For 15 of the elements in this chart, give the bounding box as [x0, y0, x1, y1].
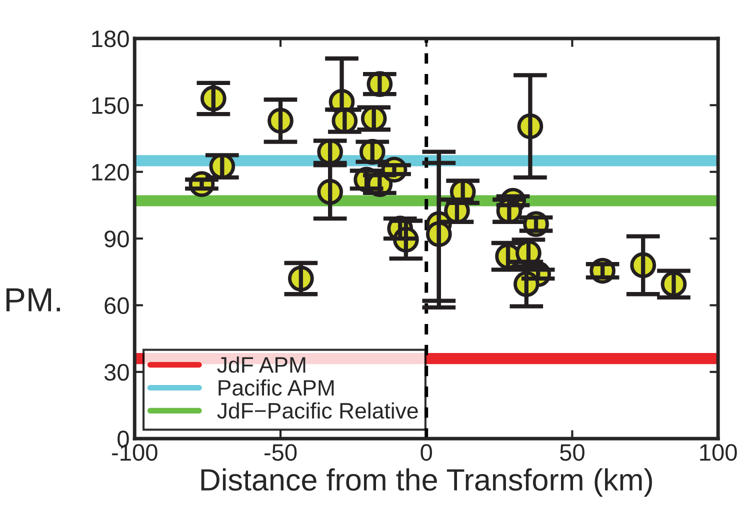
- x-axis-title: Distance from the Transform (km): [201, 468, 652, 497]
- x-tick-label: 0: [420, 444, 432, 461]
- legend-label: JdF−Pacific Relative: [217, 402, 418, 419]
- y-tick-label: 30: [104, 364, 129, 381]
- y-tick-label: 120: [92, 164, 129, 181]
- y-tick-label: 150: [92, 97, 129, 114]
- legend-label: Pacific APM: [218, 379, 334, 396]
- y-tick-label: 60: [104, 297, 129, 314]
- ref-line-label: JdF APM: [217, 356, 306, 373]
- x-tick-label: -50: [264, 444, 297, 461]
- text: PM.: [6, 288, 60, 312]
- y-tick-label: 180: [92, 30, 129, 48]
- x-tick-label: 100: [700, 444, 737, 461]
- y-tick-label: 90: [104, 230, 129, 248]
- x-tick-label: 50: [560, 444, 584, 461]
